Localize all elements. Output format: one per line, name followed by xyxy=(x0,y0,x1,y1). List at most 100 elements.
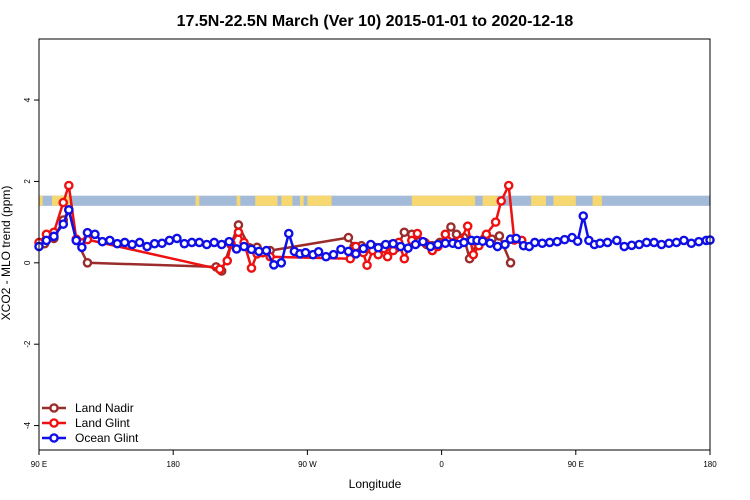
data-point xyxy=(477,236,488,247)
land-segment xyxy=(482,195,498,206)
data-point xyxy=(395,241,406,252)
data-point xyxy=(343,232,354,243)
data-point xyxy=(462,221,473,231)
land-segment xyxy=(307,195,325,206)
data-point xyxy=(399,227,410,238)
data-point xyxy=(492,241,503,252)
data-point xyxy=(231,244,242,254)
data-point xyxy=(328,249,339,260)
data-point xyxy=(496,196,507,206)
data-point xyxy=(399,253,410,264)
data-point xyxy=(671,237,682,248)
series-ocean-glint xyxy=(34,205,715,270)
y-tick-label: -4 xyxy=(23,421,32,429)
data-point xyxy=(503,180,514,191)
data-point xyxy=(425,241,436,252)
data-point xyxy=(459,237,469,248)
y-tick-label: 2 xyxy=(23,179,32,184)
data-point xyxy=(127,239,137,250)
data-point xyxy=(246,263,257,273)
data-point xyxy=(403,243,413,253)
data-point xyxy=(664,238,674,249)
data-point xyxy=(77,242,87,253)
land-segment xyxy=(255,195,278,206)
ocean-band xyxy=(39,195,710,206)
y-tick-label: 4 xyxy=(23,97,32,102)
data-point xyxy=(336,244,346,255)
land-ocean-mask xyxy=(39,195,710,206)
data-point xyxy=(559,234,570,245)
data-point xyxy=(269,260,279,270)
data-point xyxy=(313,247,324,257)
data-point xyxy=(64,180,74,191)
plot-frame xyxy=(38,38,711,451)
legend-label: Ocean Glint xyxy=(75,431,139,445)
land-segment xyxy=(531,195,546,206)
data-point xyxy=(164,235,175,246)
data-point xyxy=(343,246,354,257)
data-point xyxy=(572,236,583,247)
data-point xyxy=(440,229,451,240)
data-point xyxy=(634,239,644,250)
data-point xyxy=(254,246,264,257)
data-point xyxy=(90,229,100,240)
legend-item: Land Nadir xyxy=(42,401,134,415)
data-point xyxy=(595,238,605,249)
data-point xyxy=(511,233,521,244)
data-point xyxy=(612,235,622,246)
land-segment xyxy=(553,195,576,206)
data-point xyxy=(537,238,548,249)
x-tick-label: 180 xyxy=(703,460,717,469)
data-point xyxy=(49,231,59,242)
data-point xyxy=(686,238,697,249)
legend-marker xyxy=(49,433,59,443)
legend-label: Land Nadir xyxy=(75,401,134,415)
data-point xyxy=(418,236,428,247)
series-layer xyxy=(34,180,715,276)
data-point xyxy=(321,251,331,262)
land-segment xyxy=(411,195,476,206)
land-segment xyxy=(322,195,332,206)
data-point xyxy=(214,264,225,275)
data-point xyxy=(362,260,372,271)
data-point xyxy=(500,239,510,250)
data-point xyxy=(194,237,205,248)
data-point xyxy=(382,251,393,262)
data-point xyxy=(71,235,82,246)
data-point xyxy=(494,231,505,241)
data-point xyxy=(446,222,456,232)
x-tick-label: 180 xyxy=(167,460,181,469)
data-point xyxy=(380,239,391,250)
data-point xyxy=(82,227,93,238)
data-point xyxy=(261,245,272,256)
data-point xyxy=(351,241,361,252)
y-axis: -4 -2 0 2 4 xyxy=(23,97,39,429)
data-point xyxy=(656,239,667,250)
data-point xyxy=(468,249,479,260)
legend-item: Land Glint xyxy=(42,416,130,430)
data-point xyxy=(373,242,384,253)
land-segment xyxy=(592,195,602,206)
data-point xyxy=(649,237,659,248)
data-point xyxy=(239,241,249,252)
data-point xyxy=(58,197,69,208)
x-axis-label: Longitude xyxy=(349,477,402,491)
data-point xyxy=(246,244,257,255)
data-point xyxy=(97,236,108,247)
data-point xyxy=(216,239,227,250)
x-tick-label: 90 E xyxy=(31,460,47,469)
data-point xyxy=(641,237,652,248)
data-point xyxy=(626,240,637,251)
data-point xyxy=(222,255,233,266)
x-tick-label: 90 W xyxy=(298,460,317,469)
data-point xyxy=(283,228,294,239)
land-segment xyxy=(281,195,293,206)
data-point xyxy=(201,239,212,250)
data-point xyxy=(276,258,287,268)
x-tick-label: 0 xyxy=(439,460,444,469)
data-point xyxy=(490,217,501,227)
data-point xyxy=(552,236,562,247)
land-segment xyxy=(39,195,43,206)
data-point xyxy=(233,227,244,238)
